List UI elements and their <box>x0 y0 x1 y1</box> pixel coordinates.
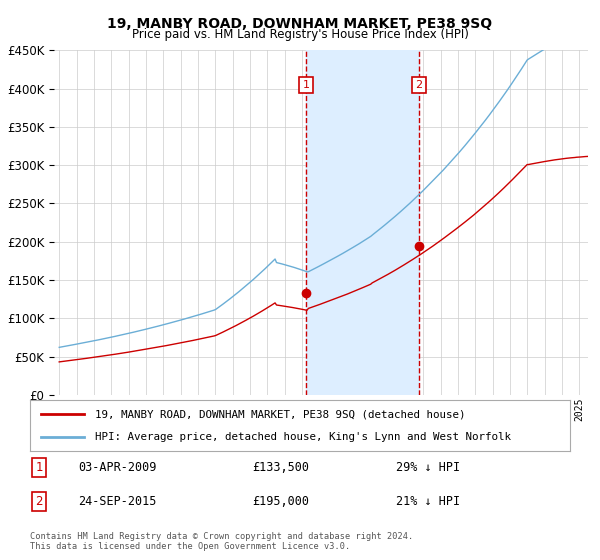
Text: £133,500: £133,500 <box>252 461 309 474</box>
Text: £195,000: £195,000 <box>252 494 309 508</box>
Text: 1: 1 <box>303 80 310 90</box>
Text: HPI: Average price, detached house, King's Lynn and West Norfolk: HPI: Average price, detached house, King… <box>95 432 511 442</box>
Text: 21% ↓ HPI: 21% ↓ HPI <box>396 494 460 508</box>
Text: Price paid vs. HM Land Registry's House Price Index (HPI): Price paid vs. HM Land Registry's House … <box>131 28 469 41</box>
Text: 2: 2 <box>415 80 422 90</box>
Text: 24-SEP-2015: 24-SEP-2015 <box>78 494 157 508</box>
Text: 19, MANBY ROAD, DOWNHAM MARKET, PE38 9SQ (detached house): 19, MANBY ROAD, DOWNHAM MARKET, PE38 9SQ… <box>95 409 466 419</box>
Text: Contains HM Land Registry data © Crown copyright and database right 2024.
This d: Contains HM Land Registry data © Crown c… <box>30 532 413 552</box>
Text: 1: 1 <box>35 461 43 474</box>
Text: 2: 2 <box>35 494 43 508</box>
Text: 03-APR-2009: 03-APR-2009 <box>78 461 157 474</box>
Bar <box>306 50 419 395</box>
Text: 19, MANBY ROAD, DOWNHAM MARKET, PE38 9SQ: 19, MANBY ROAD, DOWNHAM MARKET, PE38 9SQ <box>107 17 493 31</box>
Text: 29% ↓ HPI: 29% ↓ HPI <box>396 461 460 474</box>
